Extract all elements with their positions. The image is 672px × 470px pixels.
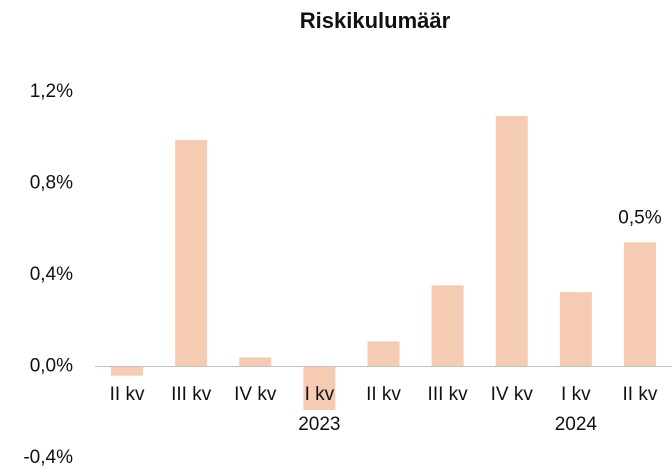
chart-title: Riskikulumäär [300, 8, 451, 33]
y-tick-label: 0,0% [30, 356, 73, 377]
x-tick-label: III kv [428, 384, 469, 405]
x-tick-label: I kv [305, 384, 335, 405]
x-tick-label: II kv [366, 384, 401, 405]
x-tick-label: IV kv [491, 384, 534, 405]
bar [303, 366, 336, 410]
y-tick-label: -0,4% [23, 447, 73, 468]
x-tick-label: IV kv [234, 384, 277, 405]
x-tick-label: II kv [623, 384, 658, 405]
bar [239, 357, 272, 367]
bar [559, 292, 592, 367]
bar [175, 140, 208, 367]
bar [111, 366, 144, 376]
y-tick-label: 0,4% [30, 264, 73, 285]
x-tick-label: I kv [561, 384, 591, 405]
bar [367, 341, 400, 367]
y-tick-label: 1,2% [30, 81, 73, 102]
bar [431, 285, 464, 367]
bar [623, 242, 656, 367]
bar [495, 116, 528, 367]
data-label: 0,5% [618, 207, 661, 228]
x-group-label: 2024 [555, 414, 598, 435]
y-tick-label: 0,8% [30, 173, 73, 194]
x-tick-label: II kv [110, 384, 145, 405]
x-group-label: 2023 [298, 414, 340, 435]
x-tick-label: III kv [171, 384, 212, 405]
